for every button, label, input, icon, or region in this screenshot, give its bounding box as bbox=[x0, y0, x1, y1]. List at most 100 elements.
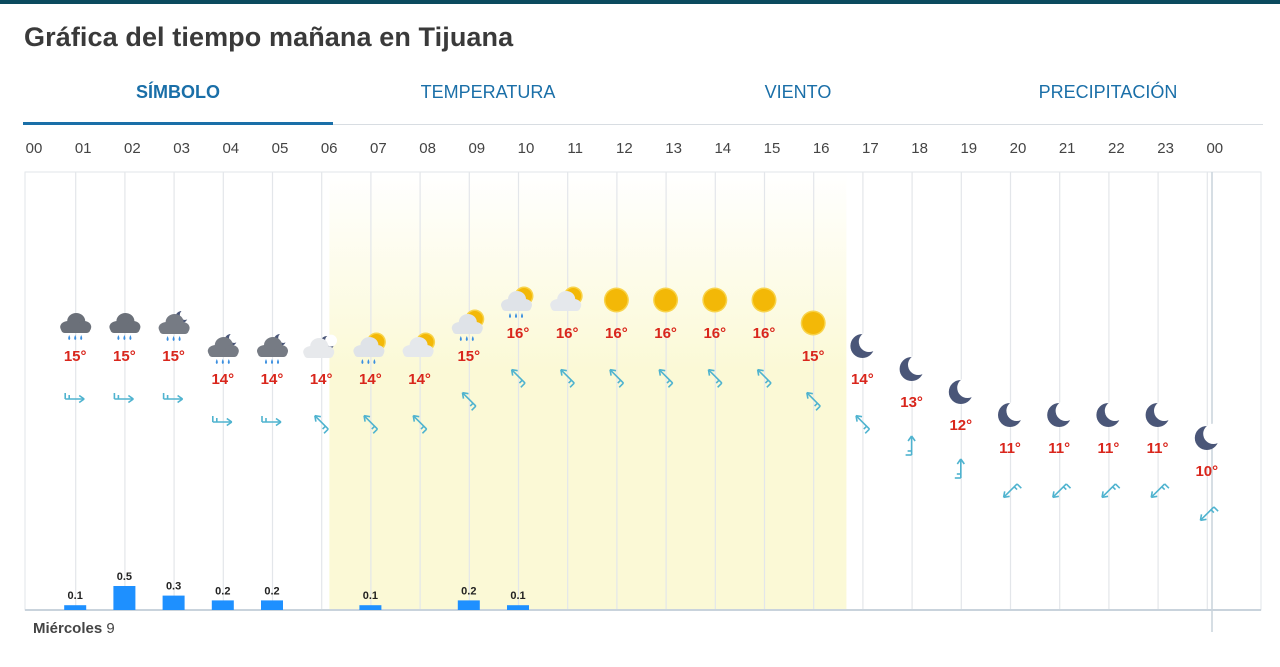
wind-arrow-icon bbox=[510, 368, 526, 388]
precipitation-bar bbox=[507, 605, 529, 610]
hour-label: 23 bbox=[1157, 140, 1174, 157]
hour-label: 20 bbox=[1009, 140, 1027, 157]
temperature-label: 16° bbox=[507, 325, 530, 342]
moon-icon bbox=[1096, 400, 1126, 427]
day-label-day: 9 bbox=[106, 620, 115, 637]
sun-icon bbox=[702, 287, 728, 313]
temperature-label: 11° bbox=[1048, 440, 1070, 457]
temperature-label: 16° bbox=[654, 325, 677, 342]
precipitation-bar bbox=[113, 586, 136, 610]
wind-arrow-icon bbox=[1002, 483, 1022, 499]
hour-label: 16 bbox=[812, 140, 830, 157]
page-title: Gráfica del tiempo mañana en Tijuana bbox=[24, 22, 514, 52]
hour-label: 17 bbox=[862, 140, 879, 157]
precipitation-bar bbox=[457, 600, 480, 610]
chart-tabs: SÍMBOLO TEMPERATURA VIENTO PRECIPITACIÓN bbox=[23, 72, 1263, 125]
sun-icon bbox=[603, 287, 629, 313]
temperature-label: 15° bbox=[457, 348, 480, 365]
rain-cloud-icon bbox=[109, 313, 141, 340]
moon-icon bbox=[948, 377, 978, 404]
day-label: Miércoles 9 bbox=[33, 620, 115, 637]
wind-arrow-icon bbox=[560, 368, 575, 388]
hour-label: 18 bbox=[911, 140, 928, 157]
temperature-label: 16° bbox=[703, 325, 726, 342]
sun-cloud-icon bbox=[402, 332, 436, 357]
rain-sun-cloud-icon bbox=[353, 332, 386, 364]
wind-arrow-icon bbox=[1199, 506, 1219, 522]
hour-label: 19 bbox=[960, 140, 978, 157]
temperature-label: 14° bbox=[359, 371, 382, 388]
temperature-label: 12° bbox=[949, 417, 972, 434]
tab-viento[interactable]: VIENTO bbox=[764, 82, 832, 102]
rain-cloud-night-icon bbox=[207, 332, 240, 364]
temperature-label: 11° bbox=[999, 440, 1021, 457]
rain-cloud-night-icon bbox=[257, 332, 289, 364]
moon-icon bbox=[1194, 423, 1224, 450]
temperature-label: 14° bbox=[851, 371, 874, 388]
wind-arrow-icon bbox=[609, 368, 625, 388]
rain-sun-cloud-icon bbox=[501, 286, 534, 318]
temperature-label: 15° bbox=[64, 348, 87, 365]
sun-icon bbox=[653, 287, 679, 313]
precipitation-label: 0.2 bbox=[264, 585, 279, 597]
hour-label: 21 bbox=[1058, 140, 1076, 157]
precipitation-label: 0.1 bbox=[68, 590, 83, 602]
wind-arrow-icon bbox=[314, 414, 329, 434]
rain-cloud-night-icon bbox=[158, 309, 190, 341]
temperature-label: 16° bbox=[556, 325, 579, 342]
wind-arrow-icon bbox=[905, 435, 916, 456]
wind-arrow-icon bbox=[412, 414, 428, 434]
hour-label: 10 bbox=[517, 140, 535, 157]
hour-label: 03 bbox=[173, 140, 190, 157]
wind-arrow-icon bbox=[707, 368, 723, 388]
precipitation-label: 0.1 bbox=[363, 590, 378, 602]
wind-arrow-icon bbox=[855, 414, 871, 434]
hour-axis: 00 01 02 03 04 05 06 07 08 09 10 11 12 13 14 15 16 17 18 19… bbox=[0, 140, 1280, 164]
wind-arrow-icon bbox=[1052, 483, 1072, 499]
tab-precipitacion[interactable]: PRECIPITACIÓN bbox=[1038, 82, 1178, 102]
wind-arrow-icon bbox=[363, 414, 379, 434]
precipitation-bar bbox=[359, 605, 382, 610]
hour-label: 02 bbox=[124, 140, 141, 157]
top-accent-bar bbox=[0, 0, 1280, 4]
tab-temperatura[interactable]: TEMPERATURA bbox=[420, 82, 556, 102]
temperature-label: 15° bbox=[802, 348, 825, 365]
moon-icon bbox=[1047, 400, 1077, 427]
temperature-label: 14° bbox=[408, 371, 431, 388]
cloud-moon-icon bbox=[303, 334, 337, 358]
precipitation-bar bbox=[64, 605, 87, 610]
hour-label: 15 bbox=[763, 140, 781, 157]
daylight-band bbox=[329, 173, 847, 610]
hour-label: 05 bbox=[271, 140, 289, 157]
hour-label: 08 bbox=[419, 140, 436, 157]
moon-icon bbox=[899, 354, 929, 381]
temperature-label: 10° bbox=[1195, 463, 1218, 480]
wind-arrow-icon bbox=[64, 393, 85, 404]
precipitation-bar bbox=[211, 600, 234, 610]
moon-icon bbox=[850, 331, 880, 358]
wind-arrow-icon bbox=[1101, 483, 1121, 499]
hour-label: 22 bbox=[1108, 140, 1125, 157]
wind-arrow-icon bbox=[756, 368, 772, 388]
sun-icon bbox=[751, 287, 777, 313]
precipitation-label: 0.5 bbox=[117, 571, 132, 583]
precipitation-label: 0.2 bbox=[461, 585, 476, 597]
hour-label: 04 bbox=[222, 140, 240, 157]
temperature-label: 16° bbox=[605, 325, 628, 342]
sun-icon bbox=[800, 310, 826, 336]
sun-cloud-icon bbox=[550, 286, 583, 311]
wind-arrow-icon bbox=[162, 393, 184, 404]
hour-label: 11 bbox=[567, 140, 583, 157]
temperature-label: 13° bbox=[900, 394, 923, 411]
tab-simbolo[interactable]: SÍMBOLO bbox=[23, 72, 333, 125]
temperature-label: 14° bbox=[310, 371, 333, 388]
wind-arrow-icon bbox=[212, 416, 233, 427]
wind-arrow-icon bbox=[113, 393, 134, 404]
rain-cloud-icon bbox=[60, 313, 92, 340]
hour-label: 14 bbox=[714, 140, 732, 157]
hour-label: 12 bbox=[616, 140, 633, 157]
temperature-label: 14° bbox=[211, 371, 234, 388]
precipitation-label: 0.2 bbox=[215, 585, 230, 597]
temperature-label: 15° bbox=[113, 348, 136, 365]
hour-label: 00 bbox=[1206, 140, 1224, 157]
